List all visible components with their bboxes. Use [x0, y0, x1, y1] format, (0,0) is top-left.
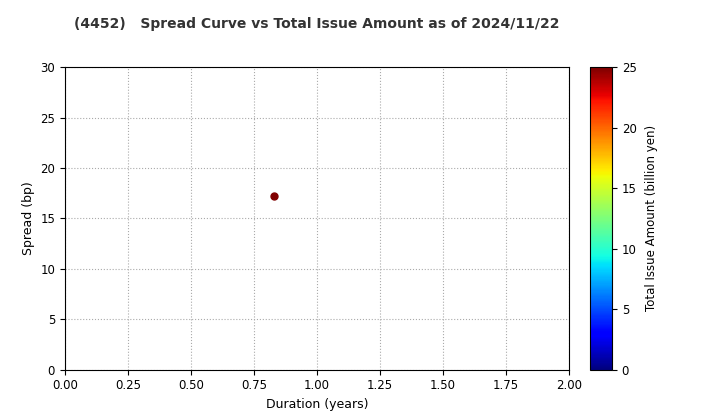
Text: (4452)   Spread Curve vs Total Issue Amount as of 2024/11/22: (4452) Spread Curve vs Total Issue Amoun… — [74, 17, 559, 31]
X-axis label: Duration (years): Duration (years) — [266, 398, 368, 411]
Y-axis label: Spread (bp): Spread (bp) — [22, 181, 35, 255]
Y-axis label: Total Issue Amount (billion yen): Total Issue Amount (billion yen) — [645, 125, 658, 312]
Point — [268, 193, 279, 199]
